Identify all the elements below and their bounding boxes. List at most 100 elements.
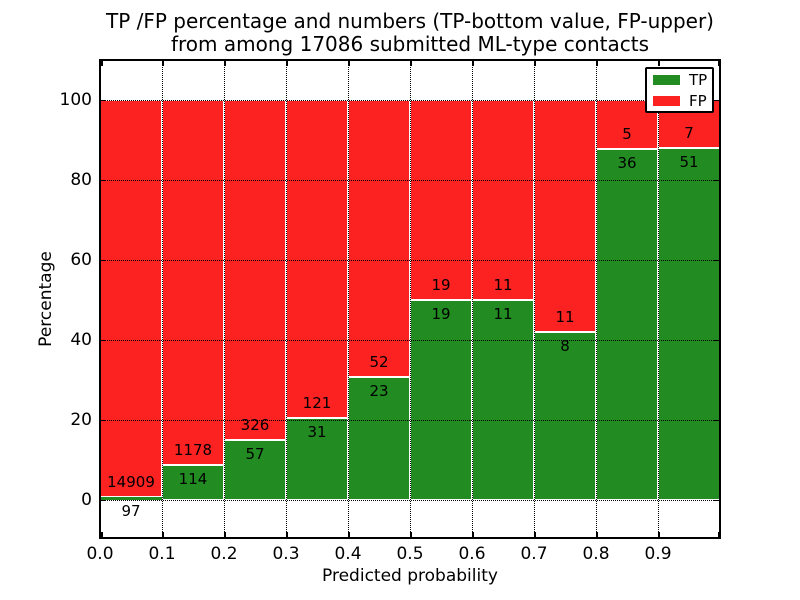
x-tick-label: 0.0 [86,544,114,564]
tp-bar-segment [286,418,348,500]
tp-bar-segment [162,464,224,500]
y-gridline [100,99,720,101]
x-tick-label: 0.8 [582,544,610,564]
y-tick [100,99,106,101]
x-gridline [409,60,411,538]
y-gridline [100,179,720,181]
y-gridline [100,259,720,261]
fp-count-label: 121 [302,394,332,413]
right-spine [719,59,721,539]
y-tick [714,339,720,341]
x-tick-label: 0.5 [396,544,424,564]
x-tick-label: 0.9 [644,544,672,564]
tp-count-label: 114 [178,469,208,488]
tp-count-label: 11 [493,305,513,323]
y-tick-label: 100 [59,90,92,110]
legend: TP FP [645,67,714,113]
fp-bar-segment [224,100,286,441]
y-tick [714,419,720,421]
y-tick [714,179,720,181]
x-tick [718,60,720,66]
chart-title-line2: from among 17086 submitted ML-type conta… [170,32,650,56]
tp-count-label: 97 [121,502,141,521]
x-tick [472,532,474,538]
tp-bar-segment [100,497,162,500]
tp-count-label: 36 [617,153,637,172]
x-axis-label: Predicted probability [322,566,498,586]
y-tick [100,179,106,181]
y-tick-label: 60 [70,250,92,270]
x-tick [224,60,226,66]
x-tick [101,60,103,66]
x-tick [534,532,536,538]
x-tick-label: 0.6 [458,544,486,564]
fp-count-label: 5 [622,124,632,143]
fp-count-label: 19 [431,276,451,294]
x-gridline [657,60,659,538]
fp-count-label: 11 [493,276,513,294]
fp-count-label: 326 [240,416,270,435]
x-tick [534,60,536,66]
fp-bar-segment [286,100,348,419]
y-tick [714,259,720,261]
x-gridline [161,60,163,538]
y-tick [714,499,720,501]
fp-bar-segment [472,100,534,300]
x-tick [162,60,164,66]
tp-bar-segment [348,377,410,500]
y-tick [100,339,106,341]
y-tick-label: 20 [70,410,92,430]
fp-bar-segment [162,100,224,465]
y-tick [714,99,720,101]
tp-count-label: 51 [679,153,699,172]
x-tick-label: 0.3 [272,544,300,564]
plot-area: 14909 97 1178 114 326 57 121 31 52 23 19 19 11 11 11 8 5… [99,59,721,539]
x-tick [410,532,412,538]
x-gridline [223,60,225,538]
fp-bar-segment [100,100,162,498]
y-tick-label: 80 [70,170,92,190]
x-gridline [285,60,287,538]
fp-count-label: 7 [684,124,694,143]
x-tick [596,60,598,66]
y-tick-label: 40 [70,330,92,350]
y-axis-spine [99,59,101,539]
fp-count-label: 11 [555,307,575,326]
y-tick [100,499,106,501]
tp-count-label: 8 [560,336,570,355]
tp-bar-segment [596,148,658,500]
x-gridline [347,60,349,538]
x-tick [286,60,288,66]
x-tick [348,60,350,66]
fp-count-label: 52 [369,353,389,372]
tp-bar-segment [534,331,596,500]
tp-legend-swatch [653,75,680,85]
tp-bar-segment [658,148,720,500]
chart-title-line1: TP /FP percentage and numbers (TP-bottom… [106,9,714,33]
fp-legend-swatch [653,96,680,106]
x-tick [224,532,226,538]
y-gridline [100,419,720,421]
tp-count-label: 23 [369,382,389,401]
y-tick [100,259,106,261]
fp-count-label: 14909 [107,473,155,492]
fp-count-label: 1178 [173,440,213,459]
tp-bar-segment [472,300,534,500]
x-tick [658,532,660,538]
x-tick [718,532,720,538]
fp-bar-segment [348,100,410,378]
x-tick [658,60,660,66]
y-gridline [100,339,720,341]
x-tick-label: 0.7 [520,544,548,564]
fp-bar-segment [410,100,472,300]
x-tick [162,532,164,538]
tp-count-label: 57 [245,445,265,464]
legend-item-tp: TP [653,70,712,90]
fp-bar-segment [534,100,596,332]
chart-title: TP /FP percentage and numbers (TP-bottom… [100,10,720,56]
x-tick [410,60,412,66]
x-tick-label: 0.2 [210,544,238,564]
x-tick [101,532,103,538]
x-tick-label: 0.4 [334,544,362,564]
